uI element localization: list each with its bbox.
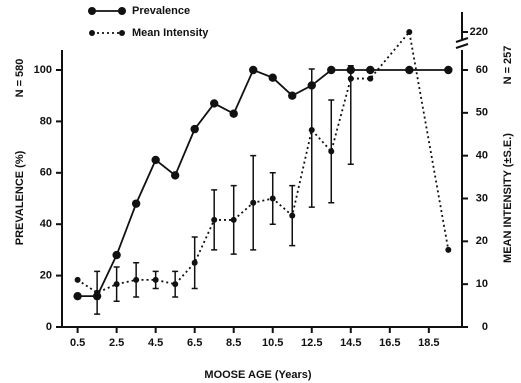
y-axis-label: PREVALENCE (%): [14, 150, 26, 245]
point: [268, 73, 277, 82]
point: [74, 276, 81, 283]
x-tick-label: 10.5: [262, 337, 283, 349]
point: [151, 155, 160, 165]
point: [328, 148, 335, 155]
error-bar: [308, 68, 315, 208]
point: [172, 281, 179, 288]
point: [289, 212, 296, 219]
point: [170, 171, 180, 180]
point: [73, 291, 82, 301]
series-line: [77, 29, 450, 294]
y2-tick-label: 220: [470, 26, 488, 38]
point: [112, 250, 121, 260]
legend-marker: [88, 7, 96, 15]
point: [229, 109, 238, 118]
legend-marker: [119, 30, 125, 36]
x-tick-label: 18.5: [418, 337, 439, 349]
x-tick-label: 0.5: [70, 337, 85, 349]
x-tick-label: 6.5: [187, 337, 202, 349]
y2-tick-label: 50: [476, 107, 488, 119]
point: [406, 29, 413, 35]
point: [113, 281, 120, 288]
point: [444, 65, 453, 75]
point: [269, 195, 276, 202]
point: [191, 259, 198, 266]
point: [288, 91, 297, 100]
point: [308, 126, 315, 133]
axes: [61, 50, 462, 328]
y2-tick-label: 20: [476, 235, 488, 247]
point: [211, 216, 218, 223]
x-tick-label: 14.5: [340, 337, 361, 349]
axis-break: [455, 37, 469, 49]
point: [94, 289, 101, 296]
point: [190, 124, 199, 134]
y-tick-label: 0: [46, 321, 52, 333]
y-tick-label: 80: [40, 115, 52, 127]
y2-tick-label: 30: [476, 192, 488, 204]
point: [152, 276, 159, 283]
y-tick-label: 40: [40, 218, 52, 230]
legend-marker: [118, 7, 126, 15]
point: [131, 199, 141, 208]
point: [366, 65, 375, 75]
point: [347, 75, 354, 82]
y-annotation: N = 580: [14, 59, 26, 98]
point: [249, 65, 258, 75]
x-tick-label: 16.5: [379, 337, 400, 349]
y2-tick-label: 0: [482, 321, 488, 333]
x-tick-label: 8.5: [226, 337, 241, 349]
point: [327, 65, 336, 75]
y-tick-label: 20: [40, 270, 52, 282]
y2-annotation: N = 257: [502, 46, 514, 85]
legend-marker: [89, 30, 95, 36]
point: [209, 99, 219, 108]
x-tick-label: 12.5: [301, 337, 322, 349]
y-tick-label: 60: [40, 167, 52, 179]
y-tick-label: 100: [34, 64, 52, 76]
legend-label: Prevalence: [132, 5, 190, 17]
y2-tick-label: 10: [476, 278, 488, 290]
legend-label: Mean Intensity: [132, 27, 209, 39]
point: [250, 199, 257, 206]
point: [133, 276, 140, 283]
error-bar: [347, 64, 354, 165]
x-tick-label: 4.5: [148, 337, 163, 349]
y2-tick-label: 60: [476, 64, 488, 76]
x-tick-label: 2.5: [109, 337, 124, 349]
point: [367, 75, 374, 82]
y2-axis-label: MEAN INTENSITY (±S.E.): [502, 133, 514, 263]
point: [445, 246, 452, 253]
y2-tick-label: 40: [476, 150, 488, 162]
x-axis-label: MOOSE AGE (Years): [204, 369, 312, 381]
point: [405, 65, 414, 75]
point: [230, 216, 237, 223]
